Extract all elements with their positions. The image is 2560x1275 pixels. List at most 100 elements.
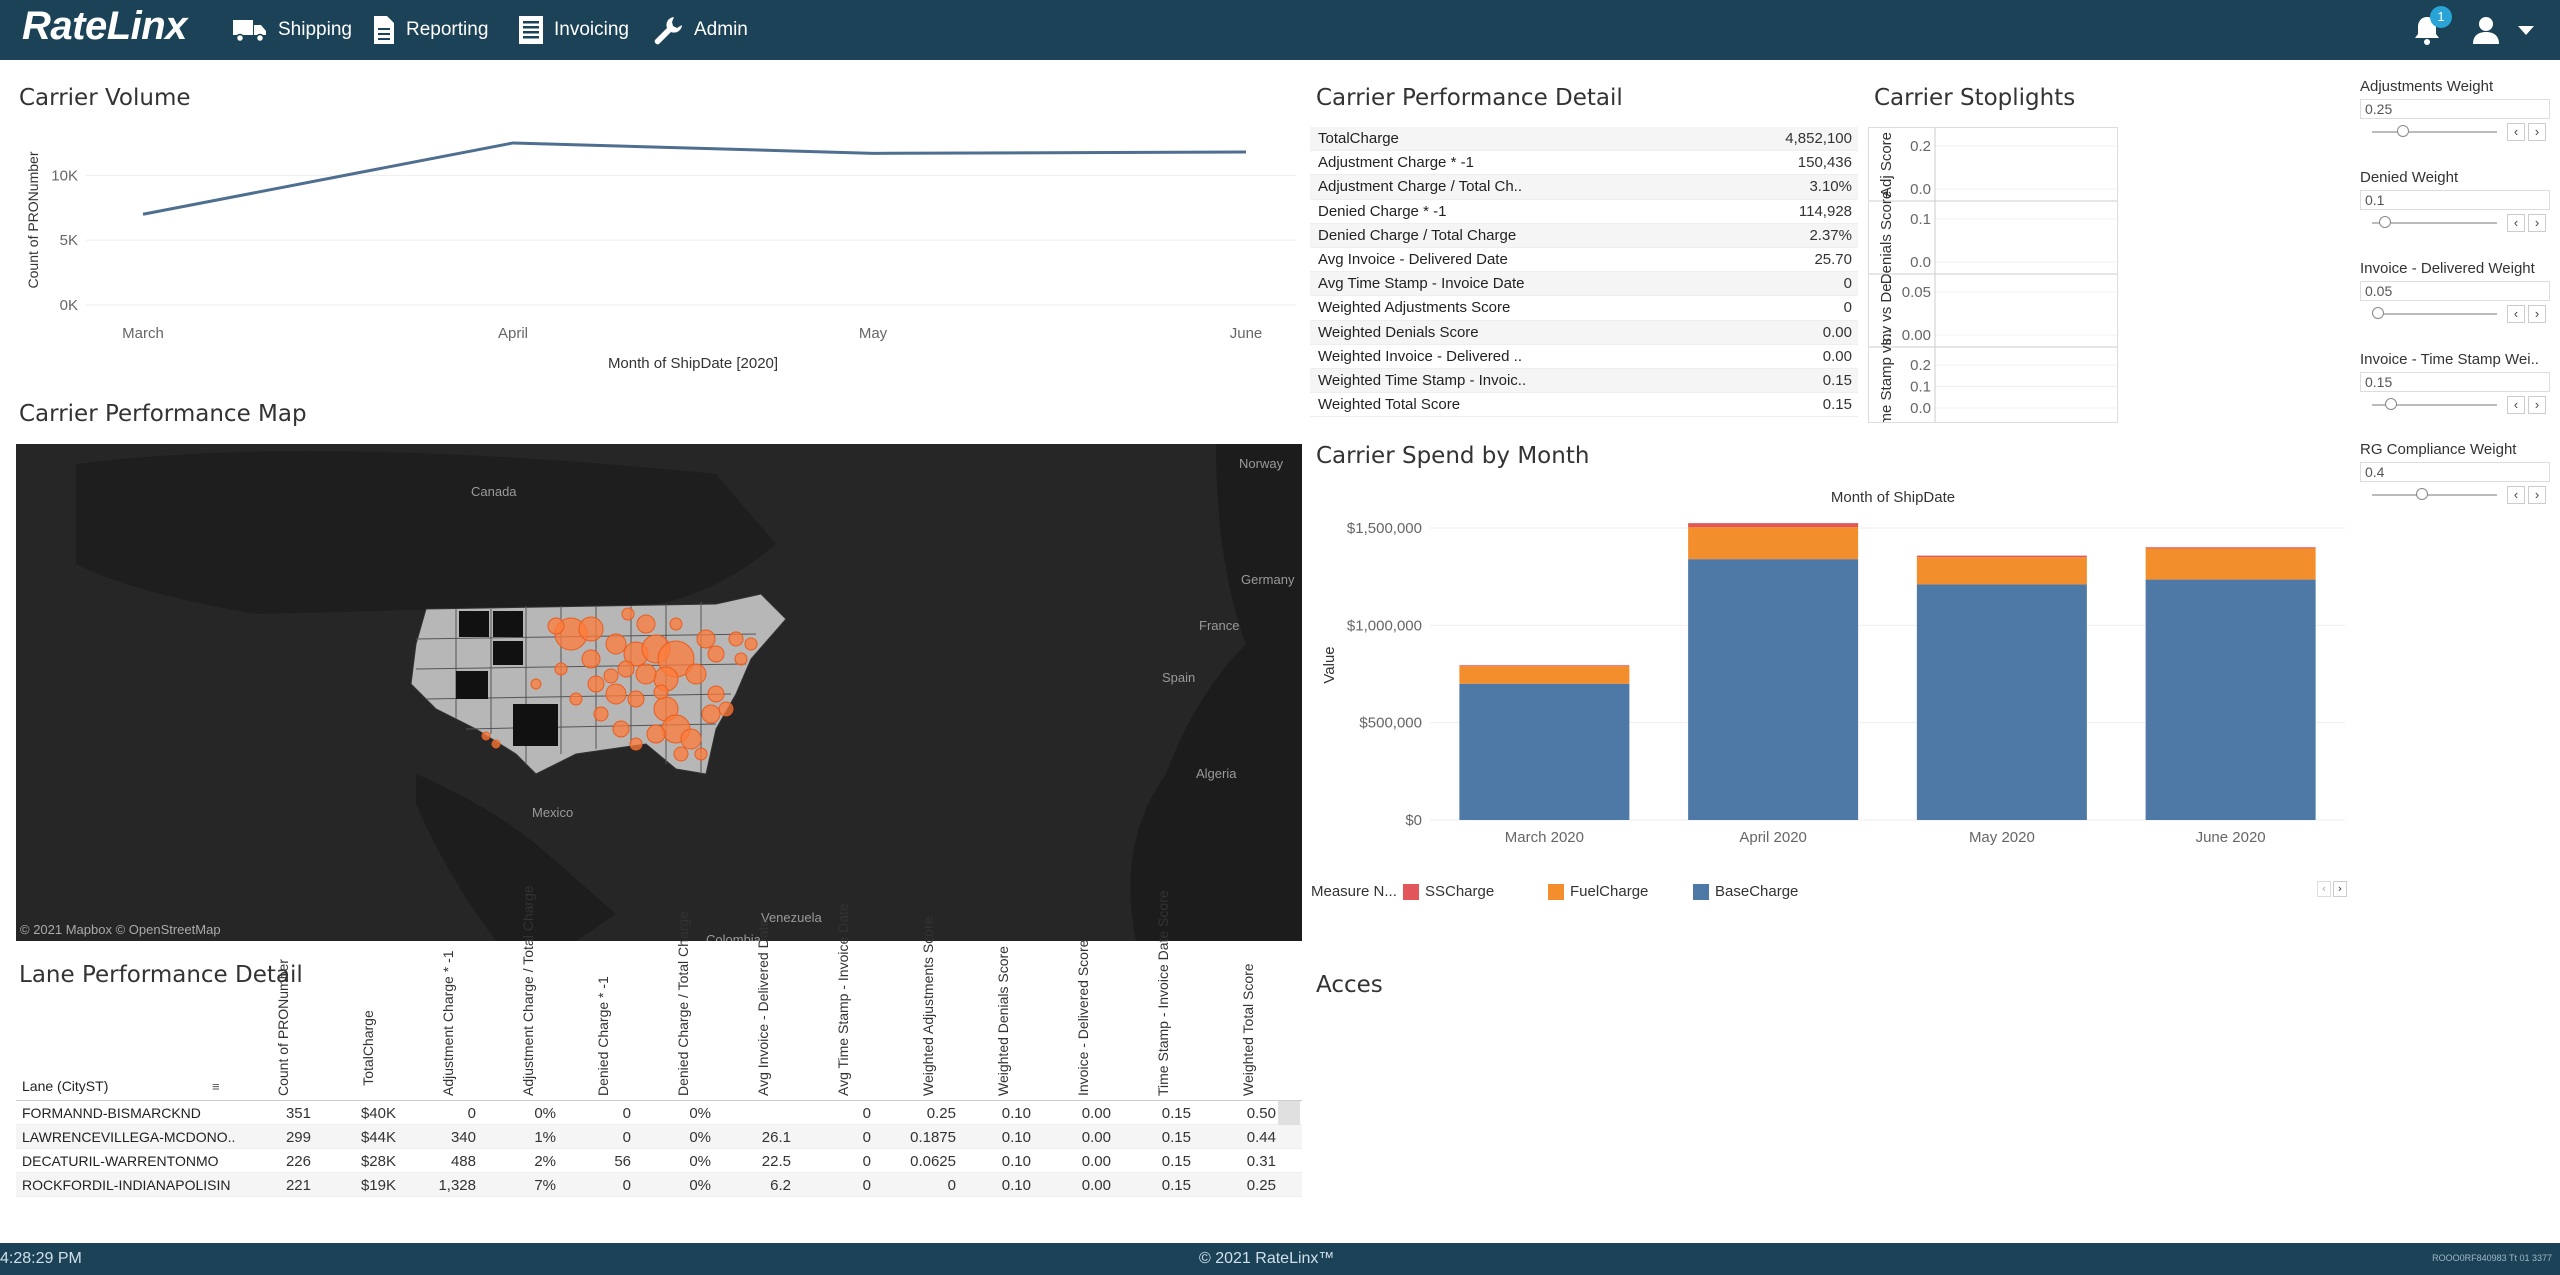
- lane-header-col[interactable]: TotalCharge: [360, 1000, 384, 1096]
- map-marker[interactable]: [685, 663, 707, 685]
- lane-table-scrollbar[interactable]: [1278, 1101, 1300, 1125]
- map-marker[interactable]: [669, 617, 683, 631]
- map-marker[interactable]: [603, 668, 619, 684]
- map-marker[interactable]: [554, 662, 568, 676]
- weight-value-input[interactable]: 0.1: [2360, 190, 2550, 210]
- ratelinx-logo[interactable]: RateLinx: [22, 4, 187, 48]
- lane-header-col[interactable]: Adjustment Charge * -1: [440, 950, 464, 1096]
- table-row[interactable]: DECATURIL-WARRENTONMO 226 $28K 488 2% 56 0% 22.…: [16, 1149, 1302, 1173]
- legend-next-icon[interactable]: ›: [2333, 881, 2347, 897]
- weight-slider[interactable]: ‹ ›: [2360, 486, 2560, 504]
- lane-header-col[interactable]: Invoice - Delivered Score: [1075, 940, 1099, 1096]
- map-marker[interactable]: [707, 645, 725, 663]
- weight-decrement-icon[interactable]: ‹: [2507, 305, 2525, 323]
- map-marker[interactable]: [481, 731, 491, 741]
- weight-increment-icon[interactable]: ›: [2528, 305, 2546, 323]
- map-marker[interactable]: [612, 720, 630, 738]
- map-marker[interactable]: [680, 728, 702, 750]
- weight-decrement-icon[interactable]: ‹: [2507, 214, 2525, 232]
- legend-sscharge[interactable]: SSCharge: [1403, 883, 1494, 900]
- spend-bar-segment-basecharge[interactable]: [1916, 584, 2087, 820]
- weight-value-input[interactable]: 0.25: [2360, 99, 2550, 119]
- lane-header-col[interactable]: Weighted Total Score: [1240, 963, 1264, 1096]
- chevron-down-icon[interactable]: [2518, 26, 2534, 36]
- carrier-volume-chart[interactable]: 0K 5K 10K March April May June Month of ShipDat…: [16, 120, 1306, 380]
- map-marker[interactable]: [587, 675, 605, 693]
- weight-increment-icon[interactable]: ›: [2528, 396, 2546, 414]
- lane-header-col[interactable]: Time Stamp - Invoice Date Score: [1155, 890, 1179, 1096]
- map-marker[interactable]: [728, 631, 744, 647]
- weight-slider[interactable]: ‹ ›: [2360, 123, 2560, 141]
- spend-bar-segment-sscharge[interactable]: [2145, 547, 2316, 549]
- map-marker[interactable]: [635, 663, 657, 685]
- map-marker[interactable]: [627, 690, 645, 708]
- spend-bar-segment-sscharge[interactable]: [1916, 555, 2087, 558]
- lane-performance-table[interactable]: Lane (CityST) ≡ Count of PRONumber TotalCha…: [16, 885, 1302, 1197]
- weight-slider[interactable]: ‹ ›: [2360, 396, 2560, 414]
- lane-header-col[interactable]: Denied Charge * -1: [595, 976, 619, 1096]
- spend-bar-segment-basecharge[interactable]: [2145, 579, 2316, 820]
- map-marker[interactable]: [605, 683, 627, 705]
- map-marker[interactable]: [707, 685, 725, 703]
- lane-header-lane[interactable]: Lane (CityST): [22, 1078, 109, 1094]
- map-marker[interactable]: [581, 649, 601, 669]
- sort-icon[interactable]: ≡: [212, 1079, 220, 1094]
- map-marker[interactable]: [617, 660, 635, 678]
- spend-bar-segment-sscharge[interactable]: [1459, 665, 1630, 667]
- map-marker[interactable]: [636, 614, 656, 634]
- map-attribution[interactable]: © 2021 Mapbox © OpenStreetMap: [20, 922, 221, 937]
- weight-value-input[interactable]: 0.4: [2360, 462, 2550, 482]
- legend-fuelcharge[interactable]: FuelCharge: [1548, 883, 1648, 900]
- map-marker[interactable]: [718, 701, 734, 717]
- map-marker[interactable]: [578, 616, 604, 642]
- table-row[interactable]: ROCKFORDIL-INDIANAPOLISIN 221 $19K 1,328 7% 0…: [16, 1173, 1302, 1197]
- table-row[interactable]: LAWRENCEVILLEGA-MCDONO.. 299 $44K 340 1% 0 0% 2…: [16, 1125, 1302, 1149]
- lane-header-col[interactable]: Denied Charge / Total Charge: [675, 911, 699, 1096]
- weight-decrement-icon[interactable]: ‹: [2507, 486, 2525, 504]
- weight-value-input[interactable]: 0.15: [2360, 372, 2550, 392]
- spend-bar-segment-fuelcharge[interactable]: [1688, 527, 1859, 560]
- user-icon[interactable]: [2470, 14, 2502, 46]
- map-marker[interactable]: [673, 746, 689, 762]
- weight-increment-icon[interactable]: ›: [2528, 214, 2546, 232]
- lane-header-col[interactable]: Avg Time Stamp - Invoice Date: [835, 903, 859, 1096]
- map-marker[interactable]: [593, 706, 609, 722]
- map-marker[interactable]: [701, 704, 721, 724]
- table-row[interactable]: FORMANND-BISMARCKND 351 $40K 0 0% 0 0% 0 0.25 0.1…: [16, 1101, 1302, 1125]
- weight-slider[interactable]: ‹ ›: [2360, 305, 2560, 323]
- weight-slider-knob[interactable]: [2378, 216, 2391, 228]
- map-marker[interactable]: [569, 692, 583, 706]
- spend-bar-segment-basecharge[interactable]: [1688, 559, 1859, 820]
- nav-reporting[interactable]: Reporting: [372, 14, 488, 46]
- volume-series-line[interactable]: [142, 141, 1247, 216]
- map-marker[interactable]: [621, 607, 635, 621]
- legend-basecharge[interactable]: BaseCharge: [1693, 883, 1798, 900]
- spend-bar-segment-fuelcharge[interactable]: [1916, 557, 2087, 585]
- map-marker[interactable]: [696, 629, 716, 649]
- lane-header-col[interactable]: Weighted Denials Score: [995, 946, 1019, 1096]
- map-marker[interactable]: [547, 617, 565, 635]
- lane-header-col[interactable]: Count of PRONumber: [275, 959, 299, 1096]
- spend-bar-segment-sscharge[interactable]: [1688, 523, 1859, 528]
- map-marker[interactable]: [629, 737, 643, 751]
- legend-prev-icon[interactable]: ‹: [2317, 881, 2331, 897]
- spend-bar-segment-fuelcharge[interactable]: [1459, 666, 1630, 684]
- lane-header-col[interactable]: Avg Invoice - Delivered Date: [755, 919, 779, 1096]
- weight-slider-knob[interactable]: [2416, 488, 2428, 500]
- nav-admin[interactable]: Admin: [652, 14, 748, 46]
- carrier-spend-chart[interactable]: Month of ShipDate $0 $500,000 $1,000,000 $1,…: [1310, 480, 2360, 920]
- lane-header-col[interactable]: Adjustment Charge / Total Charge: [520, 885, 544, 1096]
- spend-bar-segment-fuelcharge[interactable]: [2145, 548, 2316, 580]
- weight-value-input[interactable]: 0.05: [2360, 281, 2550, 301]
- spend-bar-segment-basecharge[interactable]: [1459, 683, 1630, 820]
- lane-header-col[interactable]: Weighted Adjustments Score: [920, 916, 944, 1096]
- weight-slider-knob[interactable]: [2397, 125, 2410, 137]
- weight-increment-icon[interactable]: ›: [2528, 123, 2546, 141]
- carrier-performance-map[interactable]: Canada Norway Germany France Spain Alger…: [16, 444, 1302, 941]
- nav-shipping[interactable]: Shipping: [232, 14, 352, 46]
- map-marker[interactable]: [744, 637, 758, 651]
- map-marker[interactable]: [694, 747, 708, 761]
- weight-slider-knob[interactable]: [2372, 307, 2385, 319]
- map-marker[interactable]: [491, 739, 501, 749]
- map-marker[interactable]: [530, 678, 542, 690]
